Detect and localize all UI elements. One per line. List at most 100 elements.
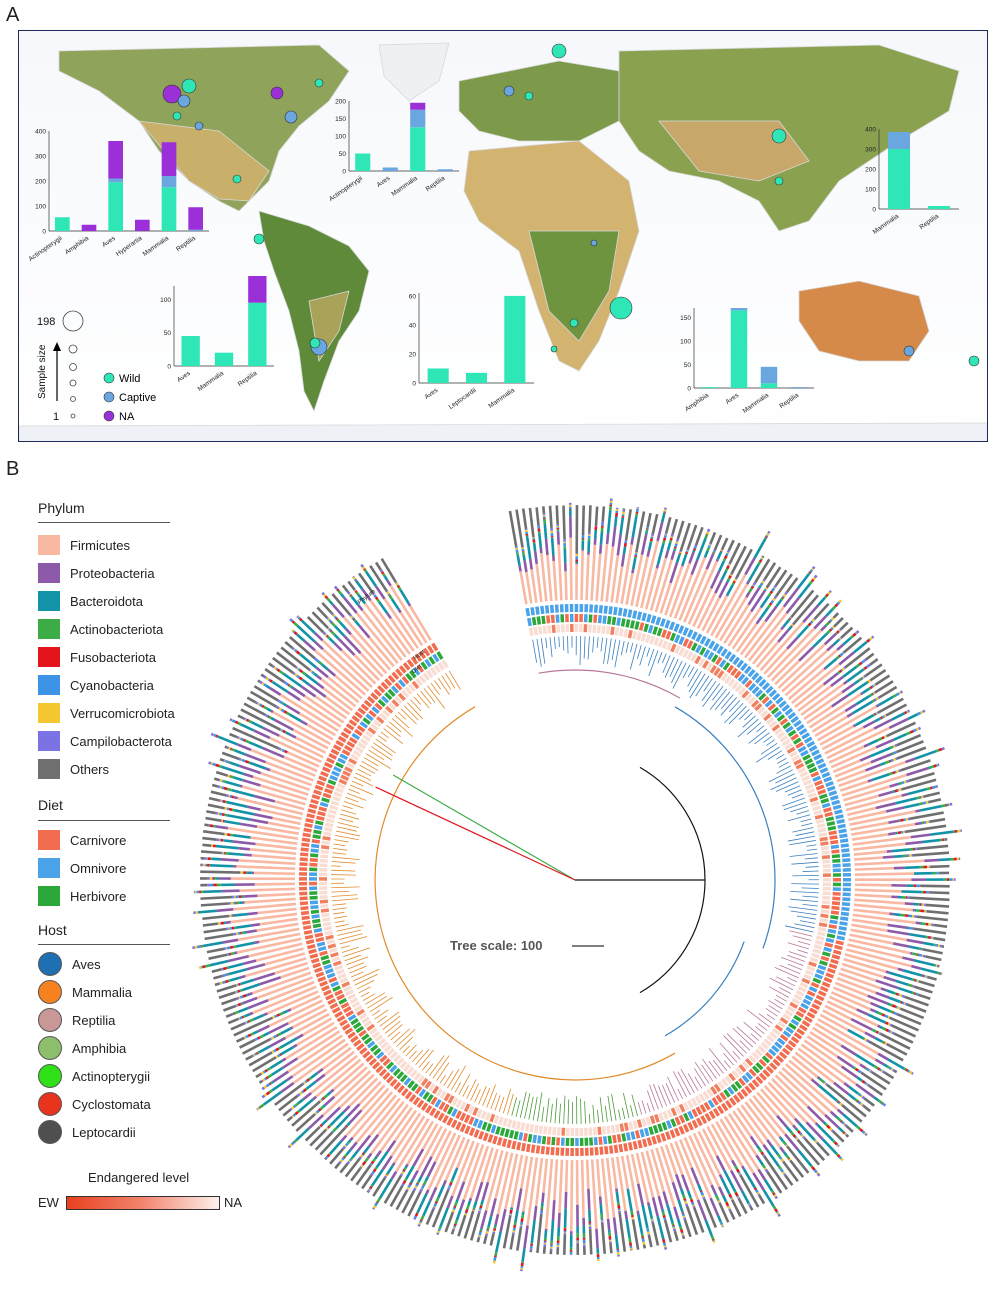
phylum-bar-segment	[229, 976, 241, 982]
phylum-bar-segment	[811, 578, 815, 582]
host-ring-segment	[307, 808, 317, 814]
endangered-ring-segment	[388, 702, 397, 711]
phylum-bar-segment	[349, 1141, 358, 1151]
phylum-bar-segment	[355, 580, 364, 590]
phylum-bar-segment	[322, 1104, 326, 1108]
host-ring-segment	[416, 1099, 425, 1109]
diet-ring-segment	[785, 1026, 794, 1034]
endangered-ring-segment	[791, 754, 800, 762]
phylum-bar-segment	[255, 1072, 263, 1079]
phylum-bar-segment	[869, 636, 873, 641]
phylum-bar-segment	[671, 518, 679, 535]
phylum-bar-segment	[267, 980, 315, 1002]
phylum-bar-segment	[919, 710, 924, 714]
phylum-bar-segment	[197, 909, 217, 914]
tree-leaf-branch	[423, 688, 436, 703]
tree-leaf-branch	[511, 1097, 518, 1116]
host-ring-segment	[751, 672, 760, 681]
phylum-bar-segment	[843, 785, 891, 802]
phylum-bar-segment	[822, 1009, 866, 1034]
phylum-bar-segment	[841, 1104, 863, 1123]
host-ring-segment	[841, 848, 850, 853]
endangered-ring-segment	[706, 1088, 714, 1098]
endangered-ring-segment	[797, 985, 807, 993]
diet-ring-segment	[825, 816, 835, 822]
phylum-bar-segment	[544, 538, 549, 556]
phylum-bar-segment	[391, 1162, 396, 1167]
phylum-bar-segment	[718, 1186, 725, 1197]
phylum-bar-segment	[288, 636, 316, 660]
phylum-bar-segment	[889, 782, 899, 788]
phylum-bar-segment	[891, 1024, 917, 1038]
diet-ring-segment	[394, 682, 403, 691]
host-ring-segment	[695, 633, 703, 643]
phylum-bar-segment	[831, 625, 836, 629]
diet-ring-segment	[361, 1033, 370, 1041]
tree-leaf-branch	[528, 1096, 534, 1120]
diet-ring-segment	[711, 1096, 719, 1106]
tree-leaf-branch	[374, 1009, 389, 1020]
tree-leaf-branch	[625, 641, 629, 654]
phylum-bar-segment	[296, 1109, 301, 1114]
phylum-bar-segment	[451, 1168, 459, 1181]
phylum-bar-segment	[544, 1158, 554, 1230]
phylum-bar-segment	[437, 1228, 441, 1232]
tree-leaf-branch	[545, 637, 548, 649]
phylum-bar-segment	[737, 1198, 748, 1215]
phylum-bar-segment	[407, 602, 412, 607]
diet-ring-segment	[405, 672, 414, 682]
tree-leaf-branch	[397, 711, 407, 720]
endangered-ring-segment	[345, 989, 354, 996]
endangered-ring-segment	[610, 626, 615, 636]
tree-leaf-branch	[662, 655, 671, 674]
phylum-bar-segment	[718, 581, 729, 599]
phylum-bar-segment	[400, 1171, 405, 1175]
phylum-bar-segment	[253, 813, 273, 820]
diet-ring-segment	[401, 676, 410, 685]
endangered-ring-segment	[326, 813, 336, 819]
host-ring-segment	[823, 976, 833, 984]
diet-ring-segment	[438, 1101, 446, 1111]
phylum-bar-segment	[714, 1193, 718, 1196]
phylum-bar-segment	[840, 626, 854, 639]
host-ring-segment	[530, 1144, 536, 1153]
phylum-bar-segment	[818, 1077, 822, 1081]
phylum-bar-segment	[871, 1071, 891, 1085]
phylum-bar-segment	[270, 1080, 274, 1085]
tree-leaf-branch	[709, 688, 727, 711]
phylum-bar-segment	[664, 516, 672, 534]
phylum-bar-segment	[727, 577, 731, 581]
phylum-bar-segment	[228, 954, 250, 963]
host-ring-segment	[839, 921, 848, 926]
ring-label: Diet	[411, 664, 423, 676]
phylum-bar-segment	[306, 723, 334, 741]
phylum-bar-segment	[764, 1168, 769, 1173]
phylum-bar-segment	[890, 1010, 894, 1014]
phylum-bar-segment	[246, 718, 250, 722]
phylum-bar-segment	[678, 557, 707, 621]
phylum-bar-segment	[811, 565, 816, 570]
phylum-bar-segment	[851, 918, 888, 927]
inset-ytick: 100	[865, 187, 876, 194]
diet-ring-segment	[346, 740, 356, 749]
endangered-ring-segment	[779, 1017, 789, 1025]
phylum-bar-segment	[484, 1150, 504, 1211]
tree-leaf-branch	[732, 1027, 754, 1048]
endangered-ring-segment	[782, 1013, 791, 1021]
diet-ring-segment	[657, 1123, 664, 1133]
phylum-bar-segment	[901, 778, 937, 791]
host-ring-segment	[302, 925, 312, 930]
host-ring-segment	[793, 1032, 803, 1040]
host-ring-segment	[363, 699, 373, 708]
tree-leaf-branch	[515, 1100, 521, 1117]
phylum-bar-segment	[776, 1153, 781, 1158]
phylum-bar-segment	[838, 628, 842, 632]
diet-legend-item: Carnivore	[38, 829, 126, 851]
diet-ring-segment	[730, 1083, 739, 1093]
phylum-bar-segment	[274, 800, 305, 811]
diet-ring-segment	[317, 946, 327, 952]
phylum-bar-segment	[301, 1090, 305, 1094]
host-ring-segment	[729, 1097, 737, 1106]
phylum-bar-segment	[328, 1124, 332, 1128]
diet-ring-segment	[831, 854, 841, 859]
